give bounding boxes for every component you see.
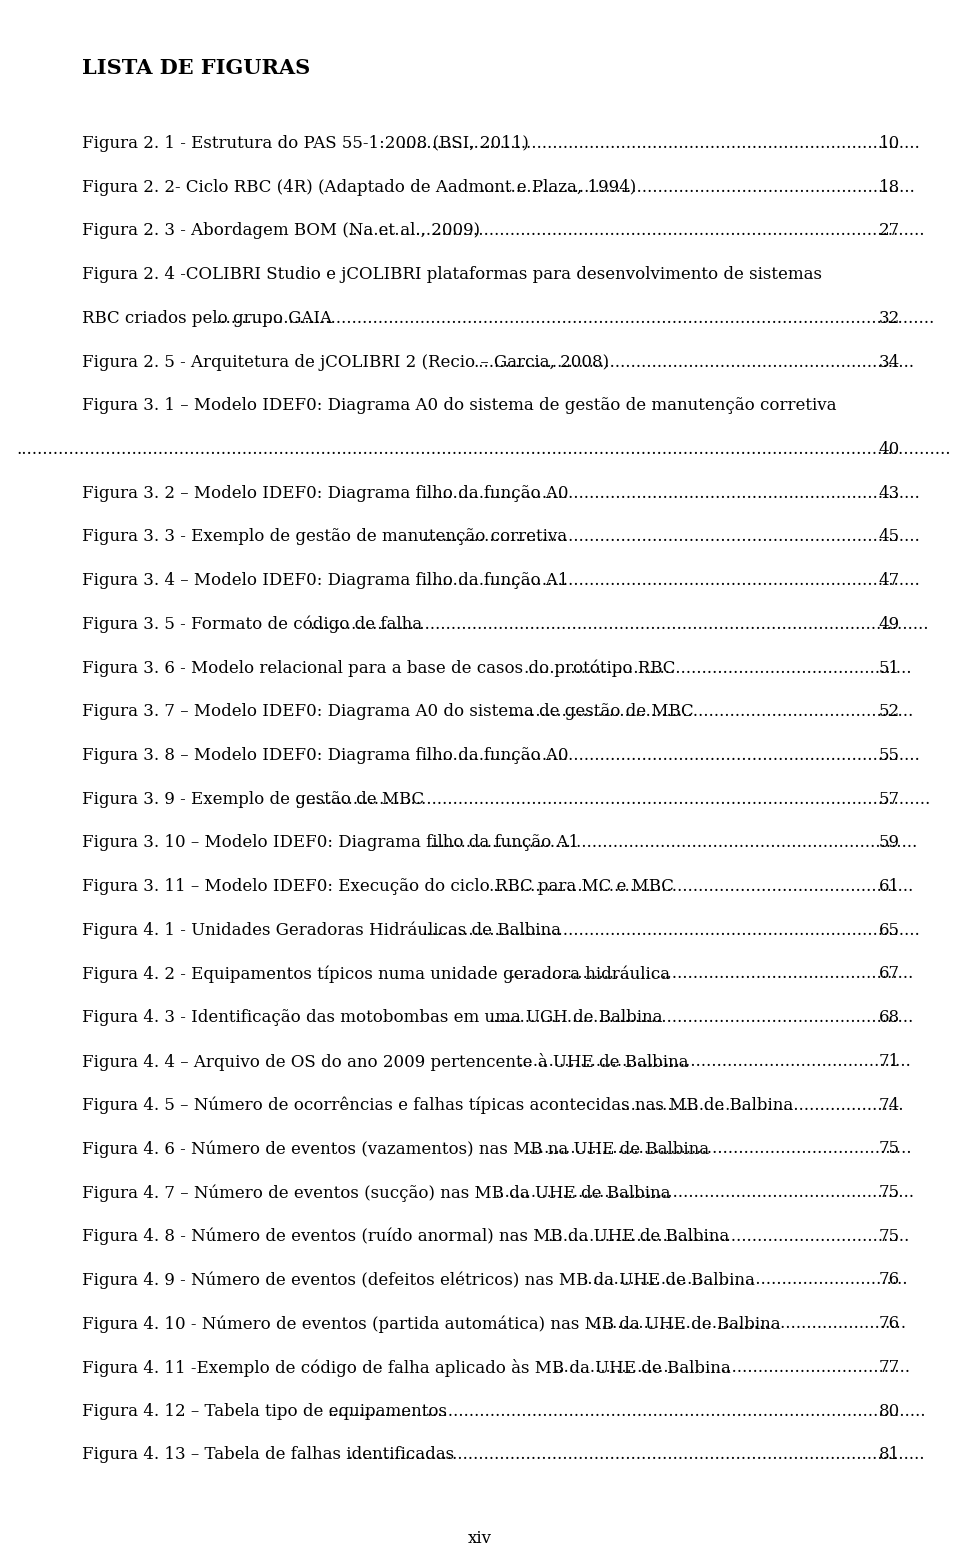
Text: ................................................................................: ........................................… [430,834,918,851]
Text: ................................................................................: ........................................… [474,353,915,370]
Text: LISTA DE FIGURAS: LISTA DE FIGURAS [82,58,310,78]
Text: ................................................................................: ........................................… [421,485,920,502]
Text: 51: 51 [878,660,900,676]
Text: 27: 27 [878,223,900,240]
Text: ................................................................................: ........................................… [16,441,950,458]
Text: Figura 4. 6 - Número de eventos (vazamentos) nas MB na UHE de Balbina: Figura 4. 6 - Número de eventos (vazamen… [82,1140,709,1157]
Text: 77: 77 [878,1359,900,1375]
Text: ................................................................................: ........................................… [400,135,921,152]
Text: 18: 18 [878,179,900,196]
Text: 32: 32 [878,310,900,326]
Text: 75: 75 [878,1140,900,1157]
Text: Figura 4. 12 – Tabela tipo de equipamentos: Figura 4. 12 – Tabela tipo de equipament… [82,1403,447,1419]
Text: ................................................................................: ........................................… [494,1184,915,1201]
Text: Figura 3. 9 - Exemplo de gestão de MBC: Figura 3. 9 - Exemplo de gestão de MBC [82,790,424,808]
Text: 65: 65 [879,922,900,939]
Text: Figura 4. 5 – Número de ocorrências e falhas típicas acontecidas nas MB de Balbi: Figura 4. 5 – Número de ocorrências e fa… [82,1096,793,1115]
Text: Figura 2. 4 -COLIBRI Studio e jCOLIBRI plataformas para desenvolvimento de siste: Figura 2. 4 -COLIBRI Studio e jCOLIBRI p… [82,267,822,284]
Text: 40: 40 [878,441,900,458]
Text: 59: 59 [879,834,900,851]
Text: 47: 47 [878,572,900,590]
Text: Figura 3. 11 – Modelo IDEF0: Execução do ciclo RBC para MC e MBC: Figura 3. 11 – Modelo IDEF0: Execução do… [82,878,674,895]
Text: Figura 4. 4 – Arquivo de OS do ano 2009 pertencente à UHE de Balbina: Figura 4. 4 – Arquivo de OS do ano 2009 … [82,1052,688,1071]
Text: ................................................................................: ........................................… [421,746,920,764]
Text: 68: 68 [878,1010,900,1025]
Text: Figura 4. 10 - Número de eventos (partida automática) nas MB da UHE de Balbina: Figura 4. 10 - Número de eventos (partid… [82,1316,780,1333]
Text: Figura 4. 8 - Número de eventos (ruído anormal) nas MB da UHE de Balbina: Figura 4. 8 - Número de eventos (ruído a… [82,1228,730,1245]
Text: Figura 3. 7 – Modelo IDEF0: Diagrama A0 do sistema de gestão de MBC: Figura 3. 7 – Modelo IDEF0: Diagrama A0 … [82,702,694,720]
Text: ...........................................................................: ........................................… [517,1052,912,1069]
Text: Figura 4. 7 – Número de eventos (sucção) nas MB da UHE de Balbina: Figura 4. 7 – Número de eventos (sucção)… [82,1184,670,1201]
Text: Figura 2. 3 - Abordagem BOM (Na et al., 2009): Figura 2. 3 - Abordagem BOM (Na et al., … [82,223,480,240]
Text: Figura 3. 3 - Exemplo de gestão de manutenção corretiva: Figura 3. 3 - Exemplo de gestão de manut… [82,528,567,546]
Text: ................................................................................: ........................................… [295,790,930,808]
Text: 43: 43 [878,485,900,502]
Text: 49: 49 [878,616,900,633]
Text: ................................................................................: ........................................… [216,310,935,326]
Text: 10: 10 [878,135,900,152]
Text: Figura 3. 1 – Modelo IDEF0: Diagrama A0 do sistema de gestão de manutenção corre: Figura 3. 1 – Modelo IDEF0: Diagrama A0 … [82,397,836,414]
Text: Figura 4. 1 - Unidades Geradoras Hidráulicas de Balbina: Figura 4. 1 - Unidades Geradoras Hidrául… [82,922,561,939]
Text: ..........................................................................: ........................................… [524,660,912,676]
Text: 67: 67 [878,966,900,983]
Text: ................................................................................: ........................................… [421,528,920,546]
Text: Figura 4. 13 – Tabela de falhas identificadas: Figura 4. 13 – Tabela de falhas identifi… [82,1446,454,1463]
Text: 76: 76 [878,1272,900,1289]
Text: ................................................................................: ........................................… [421,572,920,590]
Text: ................................................................................: ........................................… [489,878,914,895]
Text: Figura 3. 10 – Modelo IDEF0: Diagrama filho da função A1: Figura 3. 10 – Modelo IDEF0: Diagrama fi… [82,834,579,851]
Text: .....................................................................: ........................................… [547,1228,909,1245]
Text: .............................................................................: ........................................… [509,702,913,720]
Text: Figura 3. 8 – Modelo IDEF0: Diagrama filho da função A0: Figura 3. 8 – Modelo IDEF0: Diagrama fil… [82,746,568,764]
Text: ................................................................................: ........................................… [480,179,916,196]
Text: Figura 4. 11 -Exemplo de código de falha aplicado às MB da UHE de Balbina: Figura 4. 11 -Exemplo de código de falha… [82,1359,731,1377]
Text: Figura 3. 5 - Formato de código de falha: Figura 3. 5 - Formato de código de falha [82,616,422,633]
Text: 75: 75 [878,1184,900,1201]
Text: 61: 61 [878,878,900,895]
Text: 81: 81 [878,1446,900,1463]
Text: .............................................................................: ........................................… [509,966,913,983]
Text: Figura 3. 4 – Modelo IDEF0: Diagrama filho da função A1: Figura 3. 4 – Modelo IDEF0: Diagrama fil… [82,572,568,590]
Text: ................................................................................: ........................................… [348,223,925,240]
Text: RBC criados pelo grupo GAIA: RBC criados pelo grupo GAIA [82,310,332,326]
Text: ..............................................................: ........................................… [583,1272,908,1289]
Text: 74: 74 [878,1096,900,1113]
Text: 57: 57 [878,790,900,808]
Text: Figura 3. 2 – Modelo IDEF0: Diagrama filho da função A0: Figura 3. 2 – Modelo IDEF0: Diagrama fil… [82,485,568,502]
Text: 75: 75 [878,1228,900,1245]
Text: Figura 2. 1 - Estrutura do PAS 55-1:2008 (BSI, 2011): Figura 2. 1 - Estrutura do PAS 55-1:2008… [82,135,529,152]
Text: xiv: xiv [468,1530,492,1548]
Text: Figura 4. 9 - Número de eventos (defeitos elétricos) nas MB da UHE de Balbina: Figura 4. 9 - Número de eventos (defeito… [82,1272,755,1289]
Text: ............................................................: ........................................… [591,1316,906,1333]
Text: 52: 52 [878,702,900,720]
Text: Figura 3. 6 - Modelo relacional para a base de casos do protótipo RBC: Figura 3. 6 - Modelo relacional para a b… [82,660,676,677]
Text: Figura 4. 2 - Equipamentos típicos numa unidade geradora hidráulica: Figura 4. 2 - Equipamentos típicos numa … [82,966,670,983]
Text: ......................................................: ........................................… [620,1096,904,1113]
Text: 71: 71 [878,1052,900,1069]
Text: ................................................................................: ........................................… [310,616,929,633]
Text: 55: 55 [879,746,900,764]
Text: ..........................................................................: ........................................… [524,1140,912,1157]
Text: Figura 2. 5 - Arquitetura de jCOLIBRI 2 (Recio – Garcia, 2008): Figura 2. 5 - Arquitetura de jCOLIBRI 2 … [82,353,610,370]
Text: 80: 80 [878,1403,900,1419]
Text: 45: 45 [878,528,900,546]
Text: Figura 4. 3 - Identificação das motobombas em uma UGH de Balbina: Figura 4. 3 - Identificação das motobomb… [82,1010,662,1025]
Text: ................................................................................: ........................................… [348,1446,925,1463]
Text: ................................................................................: ........................................… [327,1403,925,1419]
Text: ....................................................................: ........................................… [553,1359,910,1375]
Text: Figura 2. 2- Ciclo RBC (4R) (Adaptado de Aadmont e Plaza, 1994): Figura 2. 2- Ciclo RBC (4R) (Adaptado de… [82,179,636,196]
Text: ................................................................................: ........................................… [421,922,920,939]
Text: 76: 76 [878,1316,900,1333]
Text: ................................................................................: ........................................… [489,1010,914,1025]
Text: 34: 34 [878,353,900,370]
